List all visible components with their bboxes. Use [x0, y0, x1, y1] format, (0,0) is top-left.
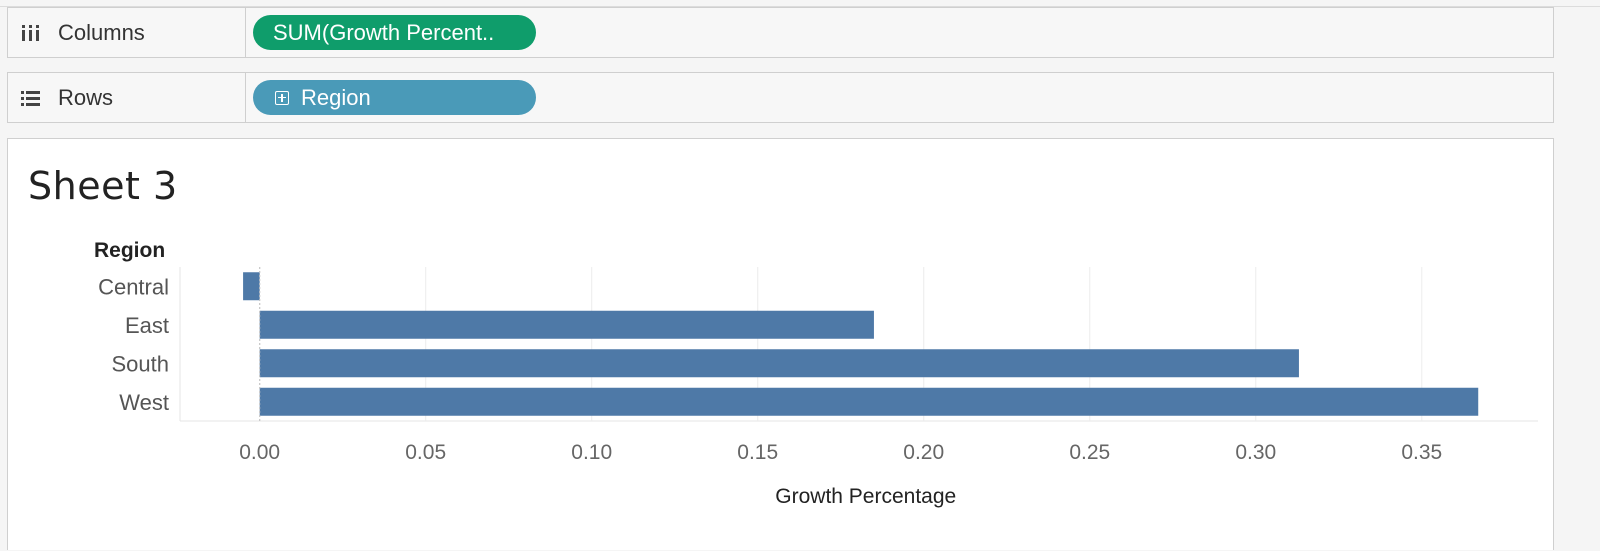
label-layer: 0.00 0.05 0.10 0.15 0.20 0.25 0.30 0.35 Central E… — [98, 267, 1442, 508]
sheet-view: Sheet 3 Region 0.00 0.05 0.10 0.15 0.20 0.25 0… — [7, 138, 1554, 550]
category-label-west[interactable]: West — [119, 390, 169, 415]
columns-pill-text: SUM(Growth Percent.. — [273, 19, 495, 45]
x-tick-label: 0.00 — [239, 441, 280, 464]
top-strip — [0, 0, 1600, 7]
columns-icon — [20, 23, 44, 43]
columns-shelf-label: Columns — [8, 8, 246, 57]
x-axis-title[interactable]: Growth Percentage — [775, 485, 956, 508]
rows-shelf-label: Rows — [8, 73, 246, 122]
category-label-east[interactable]: East — [125, 313, 169, 338]
x-tick-label: 0.25 — [1069, 441, 1110, 464]
x-tick-label: 0.10 — [571, 441, 612, 464]
category-label-central[interactable]: Central — [98, 274, 169, 299]
bar-layer — [243, 272, 1479, 416]
bar-south[interactable] — [259, 349, 1299, 378]
x-tick-label: 0.20 — [903, 441, 944, 464]
columns-label: Columns — [58, 19, 145, 45]
expand-icon[interactable] — [275, 90, 289, 105]
x-tick-label: 0.35 — [1401, 441, 1442, 464]
bar-chart: 0.00 0.05 0.10 0.15 0.20 0.25 0.30 0.35 Central E… — [98, 267, 1538, 508]
columns-pill[interactable]: SUM(Growth Percent.. — [253, 15, 536, 50]
rows-label: Rows — [58, 84, 114, 110]
rows-pill-text: Region — [301, 84, 371, 110]
category-label-south[interactable]: South — [112, 351, 170, 376]
columns-shelf[interactable]: Columns SUM(Growth Percent.. — [7, 7, 1554, 58]
rows-shelf[interactable]: Rows Region — [7, 72, 1554, 123]
bar-east[interactable] — [259, 310, 874, 339]
bar-central[interactable] — [243, 272, 260, 301]
rows-pill[interactable]: Region — [253, 80, 536, 115]
x-tick-label: 0.05 — [405, 441, 446, 464]
rows-icon — [20, 88, 44, 108]
sheet-title: Sheet 3 — [28, 164, 178, 208]
x-tick-label: 0.15 — [737, 441, 778, 464]
x-tick-label: 0.30 — [1235, 441, 1276, 464]
bar-west[interactable] — [259, 387, 1479, 416]
region-row-header[interactable]: Region — [94, 239, 166, 262]
